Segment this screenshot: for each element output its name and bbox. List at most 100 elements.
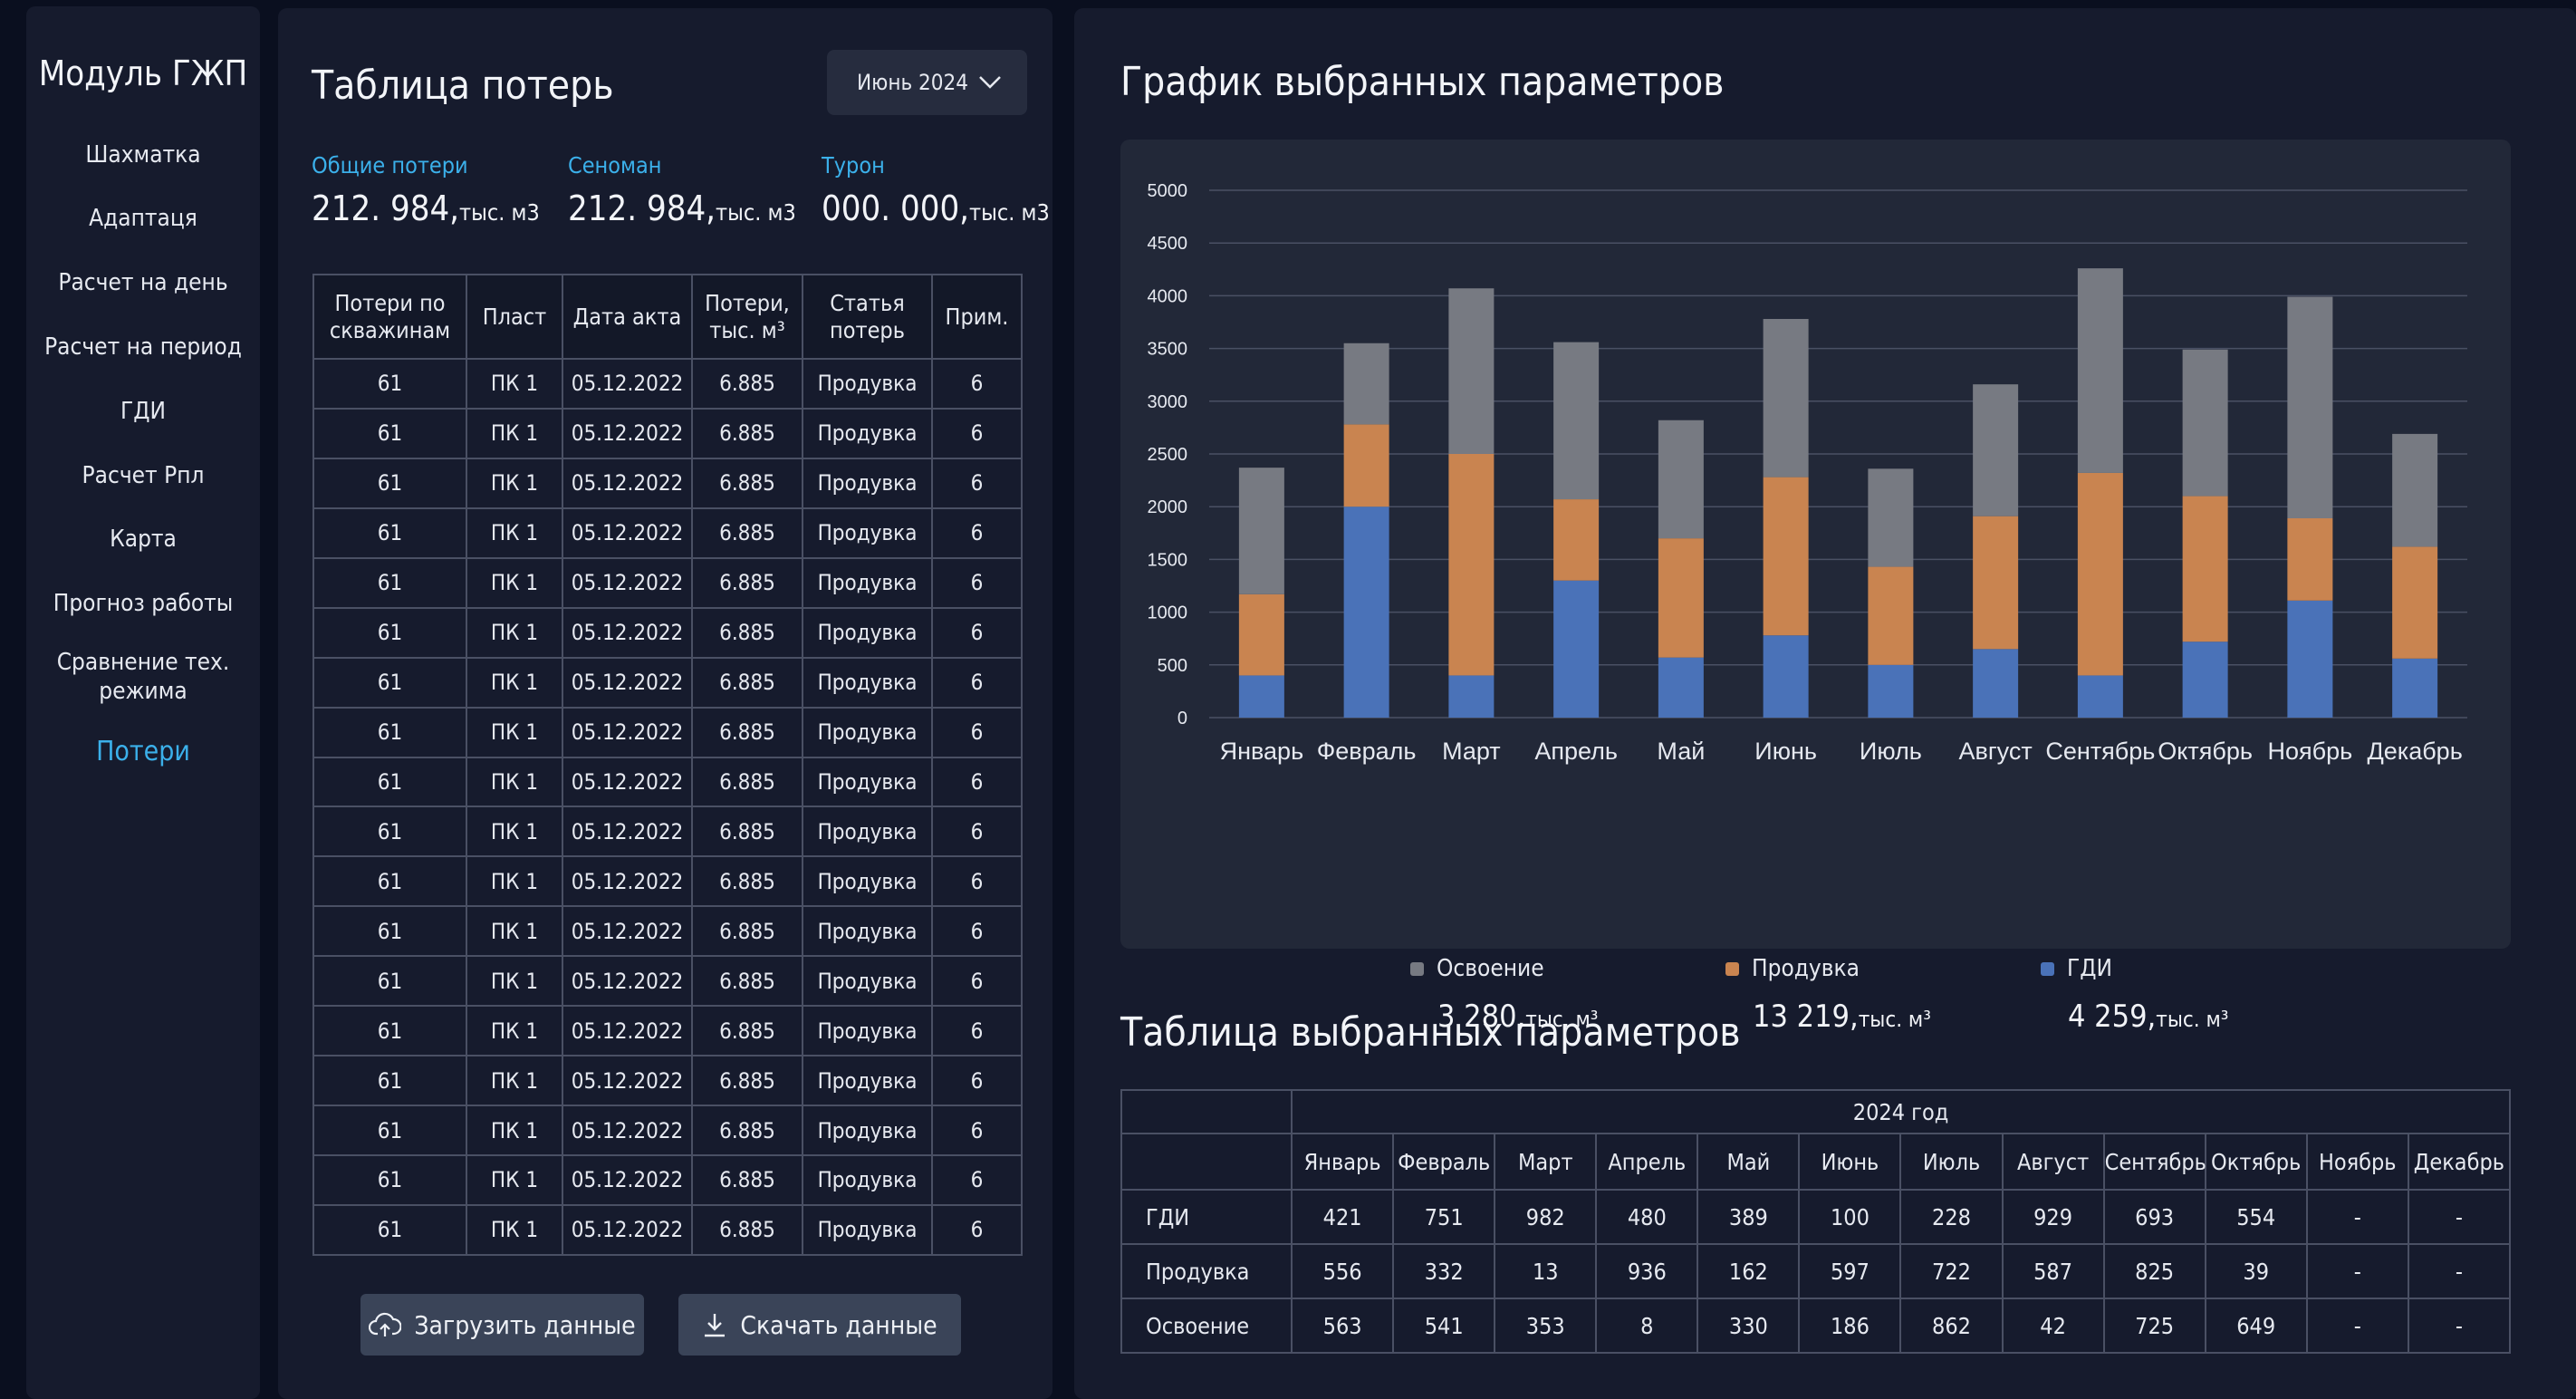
y-tick-label: 5000 [1148, 181, 1188, 201]
table-cell: 862 [1899, 1298, 2004, 1354]
table-row[interactable]: 61 ПК 1 05.12.2022 6.885 Продувка 6 [312, 955, 1023, 1008]
bar-segment [1763, 635, 1809, 718]
x-tick-label: Ноябрь [2268, 738, 2353, 765]
table-cell: 6.885 [691, 955, 803, 1008]
column-header[interactable]: Статья потерь [802, 274, 933, 360]
table-cell: 330 [1697, 1298, 1801, 1354]
column-header[interactable]: Пласт [466, 274, 563, 360]
table-cell: 61 [312, 407, 467, 459]
table-row[interactable]: 61 ПК 1 05.12.2022 6.885 Продувка 6 [312, 1203, 1023, 1257]
table-cell: - [2407, 1189, 2512, 1245]
bar-segment [1553, 580, 1600, 718]
table-row[interactable]: 61 ПК 1 05.12.2022 6.885 Продувка 6 [312, 507, 1023, 559]
table-cell: 6.885 [691, 407, 803, 459]
download-data-button[interactable]: Скачать данные [678, 1294, 961, 1356]
table-row[interactable]: 61 ПК 1 05.12.2022 6.885 Продувка 6 [312, 358, 1023, 410]
table-cell: 480 [1595, 1189, 1699, 1245]
sidebar-item-losses[interactable]: Потери [96, 736, 190, 767]
sidebar-item-adaptation[interactable]: Адаптаця [89, 205, 197, 232]
table-row[interactable]: 61 ПК 1 05.12.2022 6.885 Продувка 6 [312, 1005, 1023, 1057]
table-cell: 61 [312, 806, 467, 858]
bar-segment [1238, 593, 1284, 676]
month-select-value: Июнь 2024 [857, 70, 968, 95]
cloud-upload-icon [369, 1312, 402, 1336]
table-cell: 6.885 [691, 507, 803, 559]
column-header[interactable]: Дата акта [562, 274, 693, 360]
table-cell: 61 [312, 358, 467, 410]
bar-segment [2182, 349, 2228, 497]
table-cell: ПК 1 [466, 656, 563, 709]
bar-segment [1973, 516, 2019, 650]
sidebar-item-calc-period[interactable]: Расчет на период [44, 333, 242, 361]
sidebar-item-calc-rpl[interactable]: Расчет Рпл [82, 462, 205, 489]
legend-label: Продувка [1752, 955, 1860, 982]
table-cell: Продувка [802, 606, 933, 659]
table-cell: Продувка [802, 905, 933, 958]
table-row[interactable]: 61 ПК 1 05.12.2022 6.885 Продувка 6 [312, 905, 1023, 958]
table-row[interactable]: 61 ПК 1 05.12.2022 6.885 Продувка 6 [312, 606, 1023, 659]
table-cell: 6.885 [691, 905, 803, 958]
y-tick-label: 2000 [1148, 497, 1188, 517]
sidebar-item-shakhmatka[interactable]: Шахматка [85, 141, 201, 169]
table-row[interactable]: 61 ПК 1 05.12.2022 6.885 Продувка 6 [312, 756, 1023, 808]
x-tick-label: Август [1958, 738, 2032, 765]
legend-unit: тыс. м³ [1858, 1007, 1931, 1032]
sidebar-item-gdi[interactable]: ГДИ [120, 398, 167, 425]
column-header[interactable]: Потери, тыс. м³ [691, 274, 803, 360]
table-row[interactable]: 61 ПК 1 05.12.2022 6.885 Продувка 6 [312, 1105, 1023, 1156]
table-cell: 6.885 [691, 1203, 803, 1257]
table-header-row: Потери по скважинам Пласт Дата акта Потери,… [312, 274, 1023, 360]
table-row[interactable]: 61 ПК 1 05.12.2022 6.885 Продувка 6 [312, 855, 1023, 908]
bar-segment [2077, 268, 2123, 473]
table-row[interactable]: 61 ПК 1 05.12.2022 6.885 Продувка 6 [312, 1055, 1023, 1107]
months-row: Январь Февраль Март Апрель Май Июнь Июль Август… [1120, 1133, 2512, 1191]
sidebar-item-compare-mode[interactable]: Сравнение тех. режима [56, 649, 230, 705]
table-cell: ПК 1 [466, 457, 563, 509]
table-cell: Продувка [802, 407, 933, 459]
table-cell: 13 [1494, 1243, 1598, 1299]
bar-segment [1973, 649, 2019, 718]
month-select[interactable]: Июнь 2024 [827, 50, 1027, 115]
table-cell: ПК 1 [466, 1154, 563, 1206]
y-tick-label: 4000 [1148, 286, 1188, 306]
table-cell: 8 [1595, 1298, 1699, 1354]
table-cell: 6.885 [691, 806, 803, 858]
table-cell: 6 [931, 756, 1023, 808]
sidebar-item-forecast[interactable]: Прогноз работы [53, 590, 234, 617]
table-cell: 6 [931, 706, 1023, 758]
table-row[interactable]: 61 ПК 1 05.12.2022 6.885 Продувка 6 [312, 407, 1023, 459]
table-cell: ПК 1 [466, 756, 563, 808]
table-cell: 6 [931, 905, 1023, 958]
table-row[interactable]: 61 ПК 1 05.12.2022 6.885 Продувка 6 [312, 457, 1023, 509]
table-row[interactable]: 61 ПК 1 05.12.2022 6.885 Продувка 6 [312, 706, 1023, 758]
x-tick-label: Апрель [1534, 738, 1618, 765]
upload-data-button[interactable]: Загрузить данные [360, 1294, 644, 1356]
summary-total: Общие потери 212. 984,тыс. м3 [312, 152, 540, 228]
column-header[interactable]: Прим. [931, 274, 1023, 360]
table-row[interactable]: 61 ПК 1 05.12.2022 6.885 Продувка 6 [312, 656, 1023, 709]
table-cell: - [2407, 1243, 2512, 1299]
legend-number: 3 280, [1437, 999, 1526, 1035]
summary-value: 212. 984,тыс. м3 [312, 188, 540, 228]
sidebar-item-calc-day[interactable]: Расчет на день [58, 269, 228, 296]
table-cell: 6.885 [691, 556, 803, 609]
table-cell: 61 [312, 955, 467, 1008]
month-header: Июль [1899, 1133, 2004, 1191]
table-cell: 6 [931, 507, 1023, 559]
table-cell: ПК 1 [466, 407, 563, 459]
bar-segment [2287, 600, 2333, 718]
table-row[interactable]: 61 ПК 1 05.12.2022 6.885 Продувка 6 [312, 806, 1023, 858]
month-header: Август [2001, 1133, 2105, 1191]
month-header: Февраль [1392, 1133, 1496, 1191]
table-cell: 722 [1899, 1243, 2004, 1299]
column-header[interactable]: Потери по скважинам [312, 274, 467, 360]
sidebar-item-map[interactable]: Карта [110, 526, 177, 553]
summary-label: Сеноман [568, 152, 662, 178]
table-row[interactable]: 61 ПК 1 05.12.2022 6.885 Продувка 6 [312, 556, 1023, 609]
table-cell: 61 [312, 905, 467, 958]
bar-segment [1238, 468, 1284, 594]
table-cell: 389 [1697, 1189, 1801, 1245]
download-icon [705, 1314, 726, 1337]
table-row[interactable]: 61 ПК 1 05.12.2022 6.885 Продувка 6 [312, 1154, 1023, 1206]
table-cell: ПК 1 [466, 706, 563, 758]
